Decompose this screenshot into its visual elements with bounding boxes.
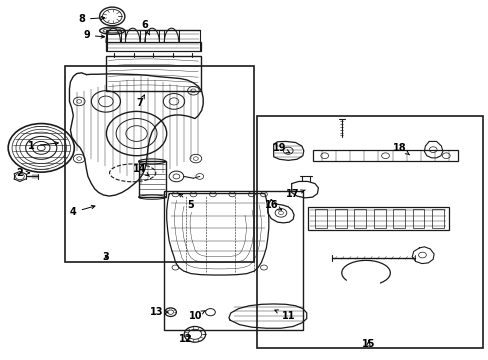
Bar	[106, 42, 201, 51]
Bar	[164, 191, 302, 330]
Bar	[373, 208, 385, 228]
Text: 1: 1	[28, 141, 58, 151]
Bar	[64, 66, 254, 262]
Bar	[354, 208, 366, 228]
Bar	[431, 208, 443, 228]
Bar	[334, 208, 346, 228]
Text: 6: 6	[141, 19, 149, 35]
Bar	[392, 208, 404, 228]
Text: 11: 11	[274, 310, 294, 321]
Text: 17: 17	[286, 189, 305, 199]
Text: 3: 3	[102, 252, 109, 262]
Bar	[312, 150, 458, 161]
Text: 8: 8	[78, 14, 104, 24]
Text: 13: 13	[150, 307, 168, 317]
Text: 18: 18	[392, 143, 409, 155]
Bar	[307, 207, 448, 230]
Text: 19: 19	[272, 143, 289, 153]
Bar	[138, 161, 165, 197]
Bar	[106, 56, 201, 91]
Bar	[412, 208, 424, 228]
Text: 16: 16	[264, 200, 281, 210]
Bar	[256, 116, 482, 348]
Text: 10: 10	[189, 310, 205, 321]
Text: 4: 4	[70, 205, 95, 217]
Text: 9: 9	[83, 30, 104, 40]
Bar	[315, 208, 326, 228]
Text: 7: 7	[136, 95, 144, 108]
Text: 2: 2	[17, 168, 29, 178]
Text: 12: 12	[179, 334, 192, 344]
Text: 14: 14	[133, 164, 149, 176]
Text: 15: 15	[361, 339, 374, 348]
Text: 5: 5	[179, 193, 194, 210]
